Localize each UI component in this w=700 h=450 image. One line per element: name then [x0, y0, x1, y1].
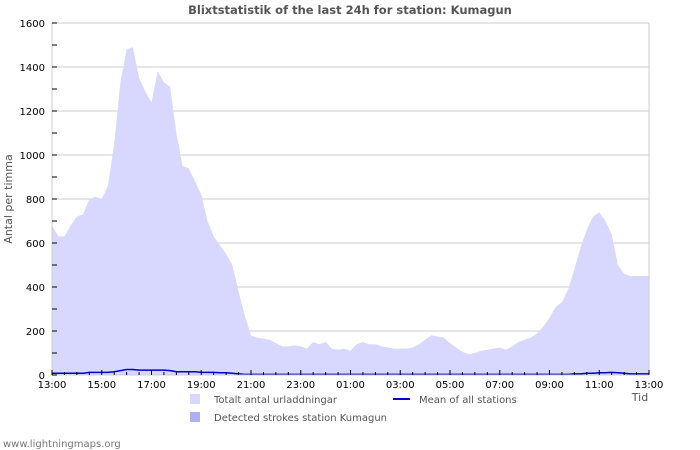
y-axis-ticks: 0 200 400 600 800 1000 1200 1400 1600: [20, 19, 57, 382]
legend-swatch-total: [190, 394, 200, 404]
legend: Totalt antal urladdningar Detected strok…: [190, 394, 517, 424]
x-tick-label: 11:00: [585, 380, 614, 391]
y-tick-label: 1200: [20, 107, 45, 118]
x-tick-label: 07:00: [485, 380, 514, 391]
x-tick-label: 17:00: [137, 380, 166, 391]
x-tick-label: 15:00: [87, 380, 116, 391]
y-tick-label: 1000: [20, 151, 45, 162]
x-axis-label: Tid: [631, 391, 648, 404]
x-tick-label: 21:00: [237, 380, 266, 391]
y-tick-label: 1400: [20, 63, 45, 74]
total-area: [52, 47, 649, 375]
y-tick-label: 1600: [20, 19, 45, 30]
legend-item-detected: Detected strokes station Kumagun: [190, 412, 387, 424]
legend-item-mean: Mean of all stations: [393, 395, 517, 406]
y-tick-label: 600: [26, 239, 45, 250]
legend-item-total: Totalt antal urladdningar: [190, 394, 338, 406]
footer-link[interactable]: www.lightningmaps.org: [3, 439, 121, 450]
legend-swatch-detected: [190, 412, 200, 422]
legend-label-total: Totalt antal urladdningar: [213, 395, 338, 406]
y-tick-label: 400: [26, 283, 45, 294]
x-tick-label: 09:00: [535, 380, 564, 391]
chart-title: Blixtstatistik of the last 24h for stati…: [188, 3, 512, 17]
total-discharges-area: [52, 47, 649, 375]
x-tick-label: 13:00: [635, 380, 664, 391]
x-tick-label: 03:00: [386, 380, 415, 391]
x-tick-label: 05:00: [436, 380, 465, 391]
y-axis-label: Antal per timma: [2, 154, 15, 243]
y-tick-label: 800: [26, 195, 45, 206]
x-tick-label: 01:00: [336, 380, 365, 391]
y-tick-label: 0: [39, 371, 45, 382]
x-tick-label: 23:00: [286, 380, 315, 391]
x-tick-label: 13:00: [38, 380, 67, 391]
y-tick-label: 200: [26, 327, 45, 338]
x-axis-ticks: 13:00 15:00 17:00 19:00 21:00 23:00 01:00 03:00…: [38, 370, 664, 391]
x-tick-label: 19:00: [187, 380, 216, 391]
legend-label-mean: Mean of all stations: [419, 395, 517, 406]
legend-label-detected: Detected strokes station Kumagun: [214, 413, 387, 424]
